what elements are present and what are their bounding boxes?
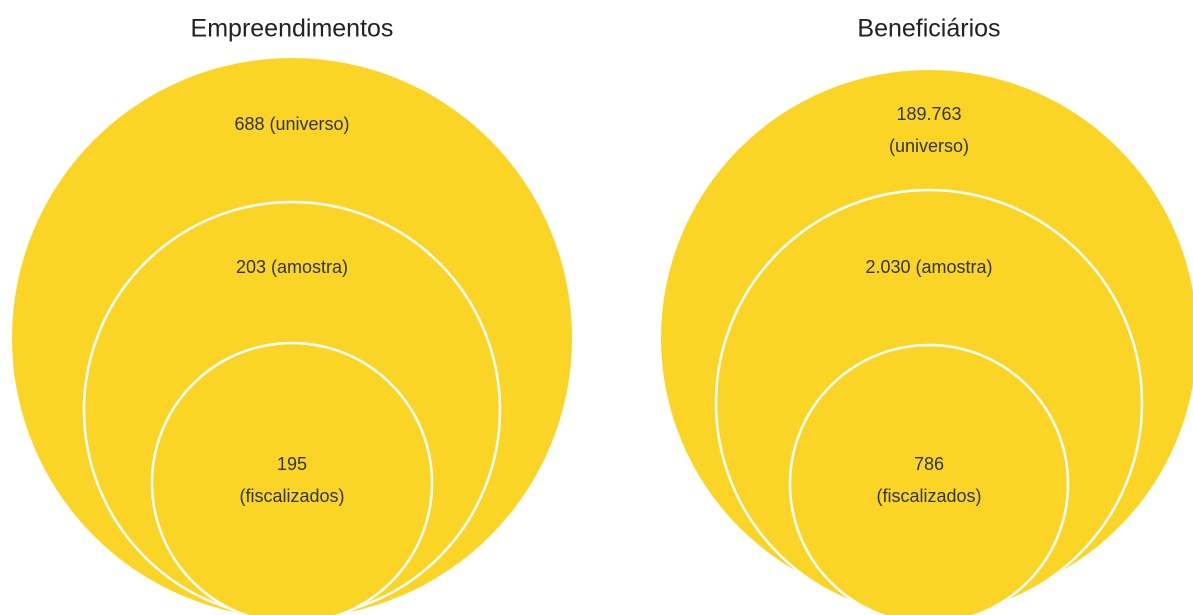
circle-label: 189.763 xyxy=(896,104,961,124)
circle-label: (fiscalizados) xyxy=(876,486,981,506)
circle-label: (universo) xyxy=(889,136,969,156)
panel: Empreendimentos 688 (universo) 203 (amostr… xyxy=(12,15,572,615)
circle xyxy=(150,341,434,615)
panel-title: Empreendimentos xyxy=(191,15,394,43)
panel: Beneficiários 189.763 (universo) 2.030 (amo… xyxy=(661,15,1193,615)
panel-title: Beneficiários xyxy=(857,15,1000,43)
circle-label: (fiscalizados) xyxy=(239,486,344,506)
circle-label: 203 (amostra) xyxy=(236,257,348,277)
circle-label: 195 xyxy=(277,454,307,474)
circle xyxy=(788,343,1070,615)
circle-label: 688 (universo) xyxy=(234,114,349,134)
circle-label: 2.030 (amostra) xyxy=(865,257,992,277)
circle-label: 786 xyxy=(914,454,944,474)
